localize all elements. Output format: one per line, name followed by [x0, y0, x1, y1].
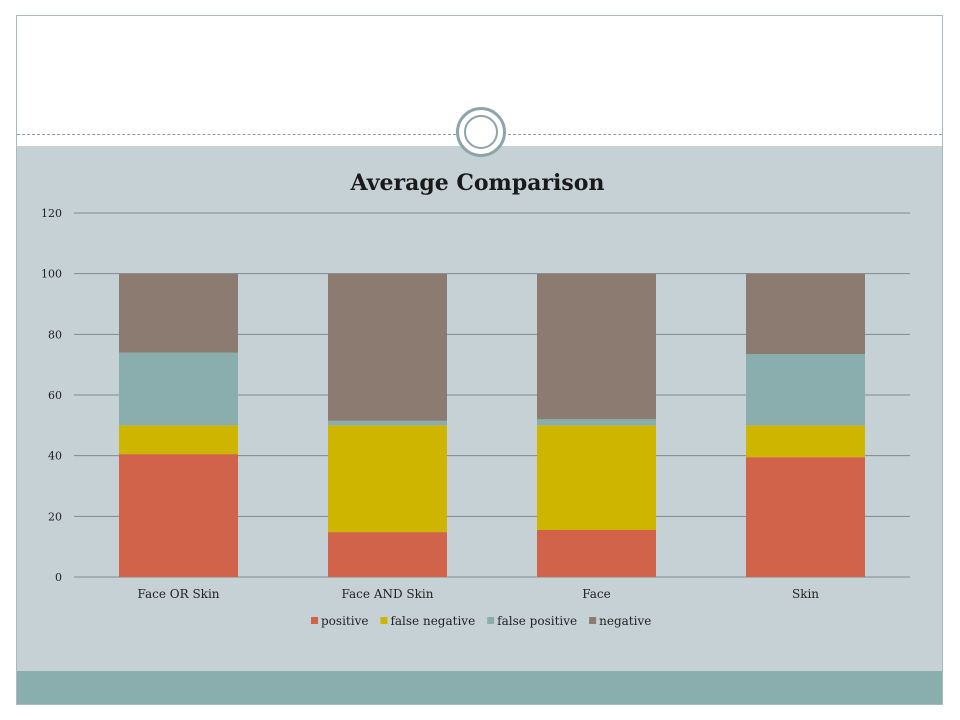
bar-segment-positive — [119, 454, 238, 577]
legend-label: false negative — [390, 614, 475, 628]
bar-segment-negative — [537, 273, 656, 420]
circle-ornament-icon — [456, 107, 506, 157]
y-tick-label: 120 — [41, 207, 62, 220]
legend-swatch — [589, 617, 597, 624]
bar-segment-false-positive — [328, 420, 447, 426]
legend-swatch — [311, 617, 318, 624]
legend: positive false negative false positive nega… — [311, 614, 651, 628]
bar-segment-false-negative — [537, 425, 656, 530]
bar-segment-false-negative — [119, 425, 238, 455]
bar-segment-positive — [537, 529, 656, 577]
slide-footer-band — [17, 671, 942, 704]
bar-segment-false-positive — [119, 352, 238, 426]
y-tick-label: 20 — [48, 510, 62, 523]
bar-segment-positive — [328, 532, 447, 577]
x-tick-label: Face AND Skin — [342, 587, 434, 601]
x-tick-label: Face OR Skin — [137, 587, 219, 601]
bar-segment-false-negative — [746, 425, 865, 458]
bar-segment-positive — [746, 457, 865, 577]
legend-swatch — [487, 617, 495, 624]
bar-segment-false-negative — [328, 425, 447, 533]
circle-ornament-inner — [464, 115, 498, 149]
y-tick-label: 60 — [48, 389, 62, 402]
legend-swatch — [380, 617, 388, 624]
x-tick-label: Face — [582, 587, 611, 601]
bar-segment-negative — [746, 273, 865, 355]
legend-label: false positive — [497, 614, 577, 628]
legend-label: negative — [599, 614, 651, 628]
x-tick-label: Skin — [792, 587, 819, 601]
y-tick-label: 100 — [41, 268, 62, 281]
y-tick-label: 80 — [48, 328, 62, 341]
y-tick-label: 0 — [55, 571, 62, 584]
bar-segment-negative — [328, 273, 447, 421]
y-tick-label: 40 — [48, 450, 62, 463]
chart-title: Average Comparison — [350, 170, 605, 196]
legend-label: positive — [321, 614, 368, 628]
bars-layer — [119, 273, 865, 577]
bar-segment-negative — [119, 273, 238, 353]
bar-segment-false-positive — [746, 354, 865, 426]
labels-layer: 0 20 40 60 80 100 120 Face OR Skin Face AND Skin… — [41, 207, 819, 601]
bar-segment-false-positive — [537, 419, 656, 426]
